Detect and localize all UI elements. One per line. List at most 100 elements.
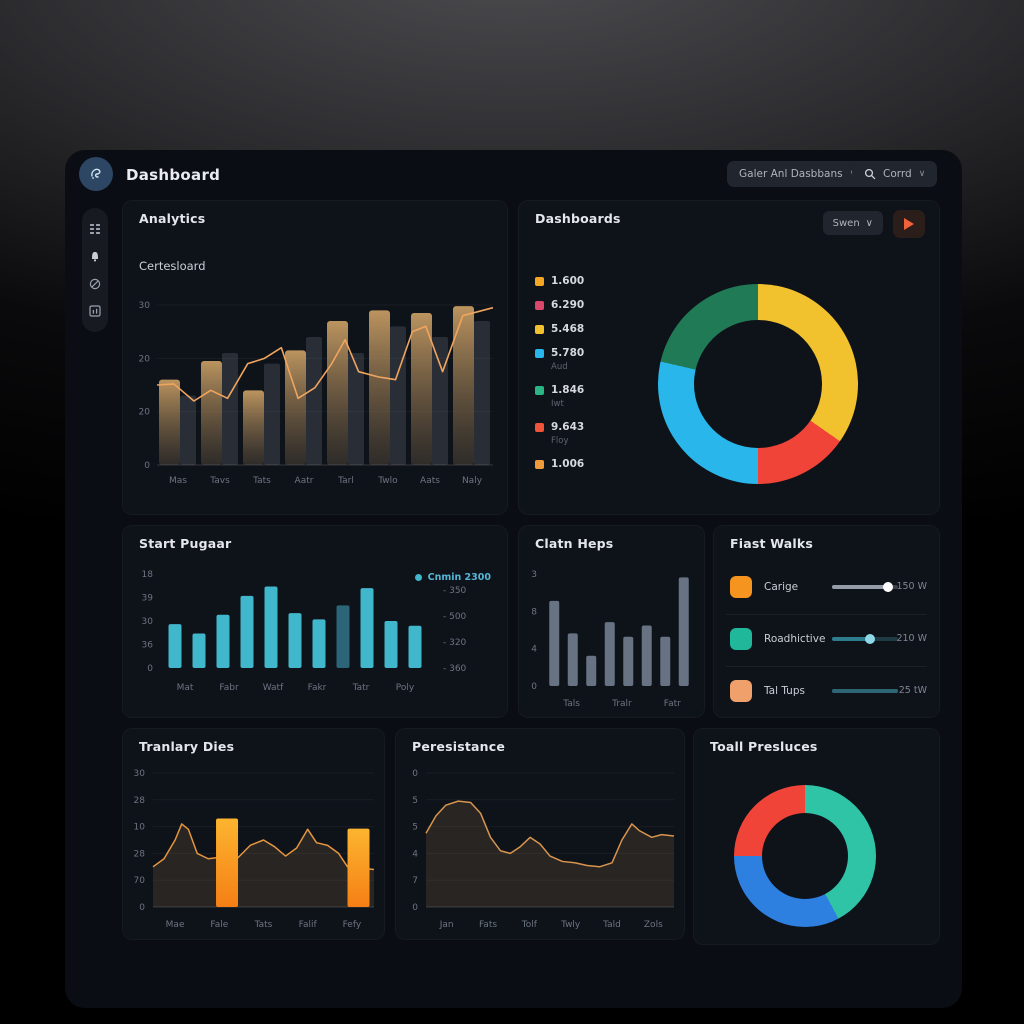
dashboards-donut-chart: [658, 284, 858, 484]
svg-text:Poly: Poly: [396, 683, 415, 693]
svg-text:0: 0: [412, 903, 418, 913]
legend-value: 1.006: [551, 458, 585, 470]
peresistance-card: Peresistance 0 5 5 4 7 0 Jan Fats Tolf Twly Tald Zo…: [395, 728, 685, 940]
svg-text:5: 5: [412, 823, 418, 833]
svg-text:Mas: Mas: [169, 476, 187, 486]
svg-text:36: 36: [142, 641, 154, 651]
chevron-down-icon: ∨: [865, 217, 873, 229]
grid-icon[interactable]: [88, 222, 102, 236]
svg-text:0: 0: [139, 903, 145, 913]
svg-text:Tolf: Tolf: [521, 920, 538, 930]
peresistance-chart: 0 5 5 4 7 0 Jan Fats Tolf Twly Tald Zols: [412, 769, 675, 930]
legend-value: 5.780: [551, 347, 585, 359]
dashboard-window: Dashboard Galer Anl Dasbbans ∨ Corrd ∨: [65, 150, 962, 1008]
svg-text:Fatr: Fatr: [664, 699, 681, 709]
svg-text:28: 28: [134, 796, 146, 806]
donut-hole: [762, 813, 848, 899]
svg-text:4: 4: [412, 849, 418, 859]
legend-swatch-icon: [535, 276, 544, 286]
clatn-heps-chart: 3 8 4 0 Tals Tralr Fatr: [531, 570, 689, 709]
list-item: Carige 150 W: [714, 566, 939, 610]
donut-hole: [694, 320, 822, 448]
dashboards-filter-dropdown[interactable]: Swen ∨: [822, 211, 883, 235]
svg-text:Tats: Tats: [254, 920, 273, 930]
chart-box-icon[interactable]: [88, 304, 102, 318]
svg-text:Fakr: Fakr: [308, 683, 327, 693]
card-title: Peresistance: [412, 739, 506, 754]
legend-label: Cnmin 2300: [427, 572, 491, 583]
svg-text:Tatr: Tatr: [352, 683, 370, 693]
clatn-heps-card: Clatn Heps 3 8 4 0 Tals Tralr Fatr: [518, 525, 705, 718]
svg-text:20: 20: [139, 408, 151, 418]
legend-swatch-icon: [535, 348, 544, 358]
logo-squiggle-icon: [91, 168, 101, 179]
svg-text:4: 4: [531, 645, 537, 655]
compass-icon[interactable]: [88, 277, 102, 291]
search-icon: [864, 168, 876, 180]
header-search-dropdown[interactable]: Corrd ∨: [852, 161, 938, 187]
legend-item: 5.468: [535, 323, 584, 335]
card-title: Toall Presluces: [710, 739, 818, 754]
svg-text:8: 8: [531, 607, 537, 617]
svg-text:20: 20: [139, 354, 151, 364]
analytics-chart: 30 20 20 0 Mas Tavs Tats Aatr Tarl Twlo Aats Naly: [139, 301, 494, 486]
legend-value: 5.468: [551, 323, 585, 335]
legend-item: 5.780 Aud: [535, 347, 584, 372]
card-title: Dashboards: [535, 211, 621, 226]
svg-text:Aatr: Aatr: [295, 476, 314, 486]
app-logo: [79, 157, 113, 191]
row-value: 25 tW: [898, 685, 927, 696]
power-slider[interactable]: [832, 582, 898, 592]
svg-text:70: 70: [134, 876, 146, 886]
svg-text:0: 0: [144, 461, 150, 471]
legend-sublabel: Iwt: [551, 399, 564, 409]
power-slider[interactable]: [832, 689, 898, 693]
list-item: Roadhictive 210 W: [714, 618, 939, 662]
legend-item: 1.846 Iwt: [535, 384, 584, 409]
header-nav-dropdown[interactable]: Galer Anl Dasbbans ∨: [727, 161, 869, 187]
svg-text:30: 30: [139, 301, 151, 311]
svg-text:0: 0: [147, 664, 153, 674]
page-title: Dashboard: [126, 166, 221, 184]
legend-item: 1.600: [535, 275, 584, 287]
chevron-down-icon: ∨: [918, 169, 926, 179]
search-dropdown-label: Corrd: [883, 168, 912, 180]
start-pugaar-chart: 18 39 30 36 0 - 350 - 500 - 320 - 360 Mat Fabr Watf…: [142, 570, 467, 693]
donut-legend: 1.600 6.290 5.468 5.780 Aud 1.846 Iwt 9.643 Floy…: [535, 275, 584, 482]
svg-text:Tralr: Tralr: [611, 699, 632, 709]
slider-knob[interactable]: [883, 582, 894, 592]
svg-text:Fats: Fats: [479, 920, 497, 930]
device-icon: [730, 576, 752, 598]
card-title: Fiast Walks: [730, 536, 814, 551]
slider-knob[interactable]: [865, 634, 876, 644]
svg-text:Tarl: Tarl: [337, 476, 354, 486]
svg-text:30: 30: [142, 617, 154, 627]
play-button[interactable]: [893, 210, 925, 238]
row-label: Carige: [764, 581, 799, 593]
svg-text:Twly: Twly: [560, 920, 581, 930]
power-slider[interactable]: [832, 634, 898, 644]
device-icon: [730, 628, 752, 650]
divider: [726, 614, 927, 615]
bar-chart-legend: Cnmin 2300: [414, 572, 491, 583]
tranlary-dies-chart: 30 28 10 28 70 0 Mae Fale Tats Falif Fefy: [134, 769, 375, 930]
svg-text:0: 0: [412, 769, 418, 779]
legend-value: 1.600: [551, 275, 585, 287]
analytics-subtitle: Certesloard: [139, 259, 206, 273]
svg-text:Tavs: Tavs: [209, 476, 230, 486]
svg-text:Jan: Jan: [439, 920, 454, 930]
dashboards-filter-label: Swen: [832, 217, 860, 229]
svg-text:Twlo: Twlo: [377, 476, 398, 486]
svg-text:Watf: Watf: [263, 683, 284, 693]
svg-text:Tals: Tals: [562, 699, 580, 709]
bell-icon[interactable]: [88, 249, 102, 263]
svg-text:- 360: - 360: [443, 664, 467, 674]
card-title: Clatn Heps: [535, 536, 614, 551]
legend-value: 9.643: [551, 421, 585, 433]
row-label: Tal Tups: [764, 685, 805, 697]
svg-text:- 500: - 500: [443, 612, 467, 622]
fiast-walks-card: Fiast Walks Carige 150 W Roadhictive 210…: [713, 525, 940, 718]
sidebar: [82, 208, 108, 332]
toall-presluces-card: Toall Presluces: [693, 728, 940, 945]
svg-text:30: 30: [134, 769, 146, 779]
